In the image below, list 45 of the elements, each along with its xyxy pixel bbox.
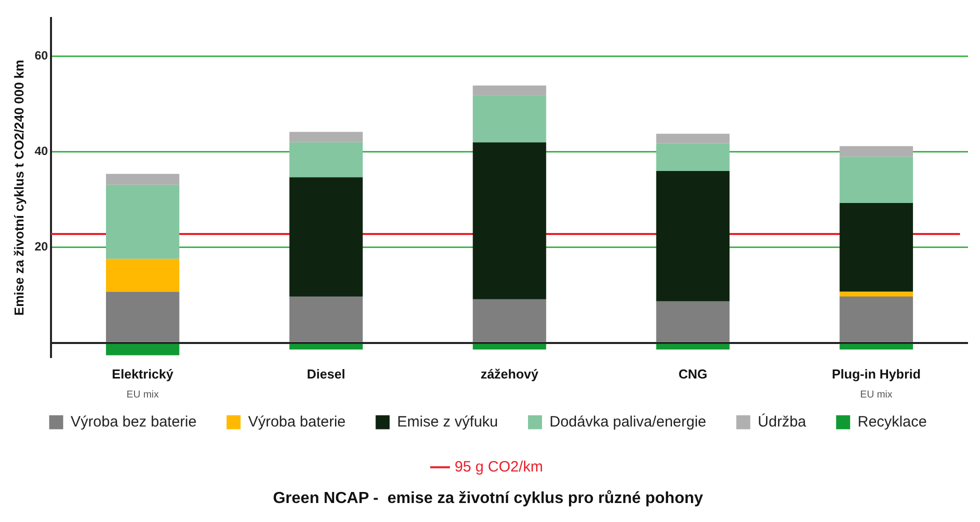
bar	[656, 344, 730, 350]
bar	[472, 86, 546, 96]
legend-label: Dodávka paliva/energie	[550, 413, 706, 430]
bar	[106, 174, 180, 185]
y-tick-label: 20	[34, 240, 48, 254]
bar	[840, 292, 913, 297]
bar	[656, 143, 730, 171]
x-tick-label: CNG	[678, 366, 708, 382]
y-axis-title: Emise za životní cyklus t CO2/240 000 km	[11, 60, 26, 316]
legend-label: Údržba	[758, 412, 807, 430]
bar	[472, 95, 546, 142]
bar	[289, 142, 363, 178]
legend-label: Recyklace	[858, 413, 927, 430]
text: Green NCAP - emise za životní cyklus pro různé pohony	[272, 490, 704, 507]
bar	[106, 292, 180, 342]
bar	[289, 296, 363, 342]
x-tick-label: Diesel	[306, 366, 346, 382]
bar	[289, 177, 363, 297]
bar	[289, 344, 363, 350]
bar	[289, 132, 363, 142]
y-tick-label: 60	[34, 48, 48, 63]
bar	[472, 344, 546, 350]
bar	[106, 344, 180, 356]
legend-label: Výroba bez baterie	[70, 413, 197, 430]
bar	[106, 184, 180, 259]
bar	[106, 258, 180, 292]
legend-label: Emise z výfuku	[397, 413, 498, 430]
legend-label: Výroba baterie	[248, 413, 346, 430]
x-tick-label: Plug-in Hybrid	[832, 366, 921, 382]
bar	[840, 202, 913, 292]
bar	[472, 299, 546, 342]
text: EU mix	[860, 390, 892, 401]
bar	[840, 156, 913, 203]
x-tick-label: Elektrický	[112, 366, 174, 382]
bar	[840, 296, 913, 342]
bar	[840, 146, 913, 157]
bar	[656, 134, 730, 144]
x-tick-label: zážehový	[480, 366, 540, 382]
bar	[472, 142, 546, 300]
bar	[656, 301, 730, 342]
text: EU mix	[126, 390, 159, 401]
y-tick-label: 40	[34, 144, 48, 158]
bar	[840, 344, 913, 350]
bar	[656, 170, 730, 302]
legend-label: 95 g CO2/km	[454, 458, 543, 476]
